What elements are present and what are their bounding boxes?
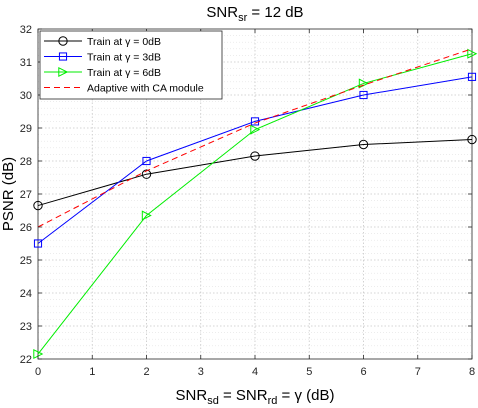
data-point-1-1 (142, 156, 151, 166)
legend-item-0: Train at γ = 0dB (44, 36, 161, 48)
data-point-0-2 (250, 151, 260, 161)
data-point-1-3 (359, 90, 368, 100)
legend-label-1: Train at γ = 3dB (87, 52, 161, 64)
data-point-2-1 (141, 210, 152, 221)
data-point-0-3 (358, 139, 369, 150)
xlabel-part-0: SNR (176, 387, 208, 404)
y-tick-label: 25 (20, 255, 32, 267)
y-tick-label: 26 (20, 222, 32, 234)
data-point-1-0 (33, 239, 43, 248)
legend-item-2: Train at γ = 6dB (44, 66, 161, 79)
y-tick-label: 32 (20, 24, 32, 36)
x-tick-label: 6 (360, 366, 366, 378)
y-axis-label: PSNR (dB) (0, 157, 17, 231)
legend-label-prefix: Train at (87, 67, 125, 79)
series-line-2 (37, 53, 473, 355)
legend-label-symbol: γ (125, 36, 131, 48)
title-rest: = 12 dB (247, 4, 303, 21)
series-1 (33, 72, 477, 248)
y-tick-label: 22 (20, 354, 32, 366)
x-axis-label: SNRsd = SNRrd = γ (dB) (176, 387, 335, 407)
legend-label-3: Adaptive with CA module (87, 83, 204, 95)
series-group (33, 48, 478, 360)
series-0 (33, 134, 477, 211)
y-tick-label: 29 (20, 123, 32, 135)
legend-label-prefix: Train at (87, 36, 125, 48)
x-tick-label: 5 (306, 366, 312, 378)
legend-label-symbol: γ (125, 67, 131, 79)
series-line-0 (37, 139, 473, 207)
legend-label-suffix: = 3dB (130, 52, 161, 64)
xlabel-part-3: rd (268, 395, 278, 407)
title-main: SNR (206, 4, 238, 21)
x-tick-label: 8 (469, 366, 475, 378)
data-point-2-4 (467, 48, 478, 59)
legend-marker-0 (58, 36, 68, 46)
data-point-0-4 (467, 134, 477, 145)
y-tick-label: 30 (20, 90, 32, 102)
y-tick-label: 31 (20, 57, 32, 69)
x-tick-label: 3 (198, 366, 204, 378)
xlabel-part-4: = γ (dB) (277, 387, 334, 404)
data-point-1-4 (467, 72, 477, 81)
data-point-0-0 (33, 200, 43, 211)
x-tick-label: 2 (143, 366, 149, 378)
title-sub: sr (238, 12, 248, 24)
legend-label-0: Train at γ = 0dB (87, 36, 161, 48)
legend-marker-1 (58, 52, 68, 61)
series-3 (37, 48, 473, 228)
legend-label-prefix: Adaptive with CA module (87, 83, 204, 95)
chart-title: SNRsr = 12 dB (206, 4, 303, 24)
y-tick-label: 28 (20, 156, 32, 168)
legend-box (39, 30, 223, 100)
legend-marker-2 (58, 66, 69, 78)
legend-label-suffix: = 6dB (130, 67, 161, 79)
y-tick-label: 23 (20, 321, 32, 333)
xlabel-part-2: = SNR (219, 387, 268, 404)
legend-label-prefix: Train at (87, 52, 125, 64)
series-line-1 (37, 76, 473, 244)
legend-item-1: Train at γ = 3dB (44, 52, 161, 64)
x-tick-label: 0 (35, 366, 41, 378)
legend-label-symbol: γ (125, 52, 131, 64)
x-tick-label: 1 (89, 366, 95, 378)
data-point-0-1 (141, 169, 152, 179)
legend-label-suffix: = 0dB (130, 36, 161, 48)
legend-label-2: Train at γ = 6dB (87, 67, 161, 79)
y-tick-label: 27 (20, 189, 32, 201)
data-point-2-2 (250, 124, 261, 135)
y-tick-label: 24 (20, 288, 32, 300)
series-line-3 (37, 48, 473, 228)
x-tick-label: 4 (252, 366, 258, 378)
legend-item-3: Adaptive with CA module (44, 83, 204, 95)
xlabel-part-1: sd (207, 395, 219, 407)
x-tick-label: 7 (415, 366, 421, 378)
